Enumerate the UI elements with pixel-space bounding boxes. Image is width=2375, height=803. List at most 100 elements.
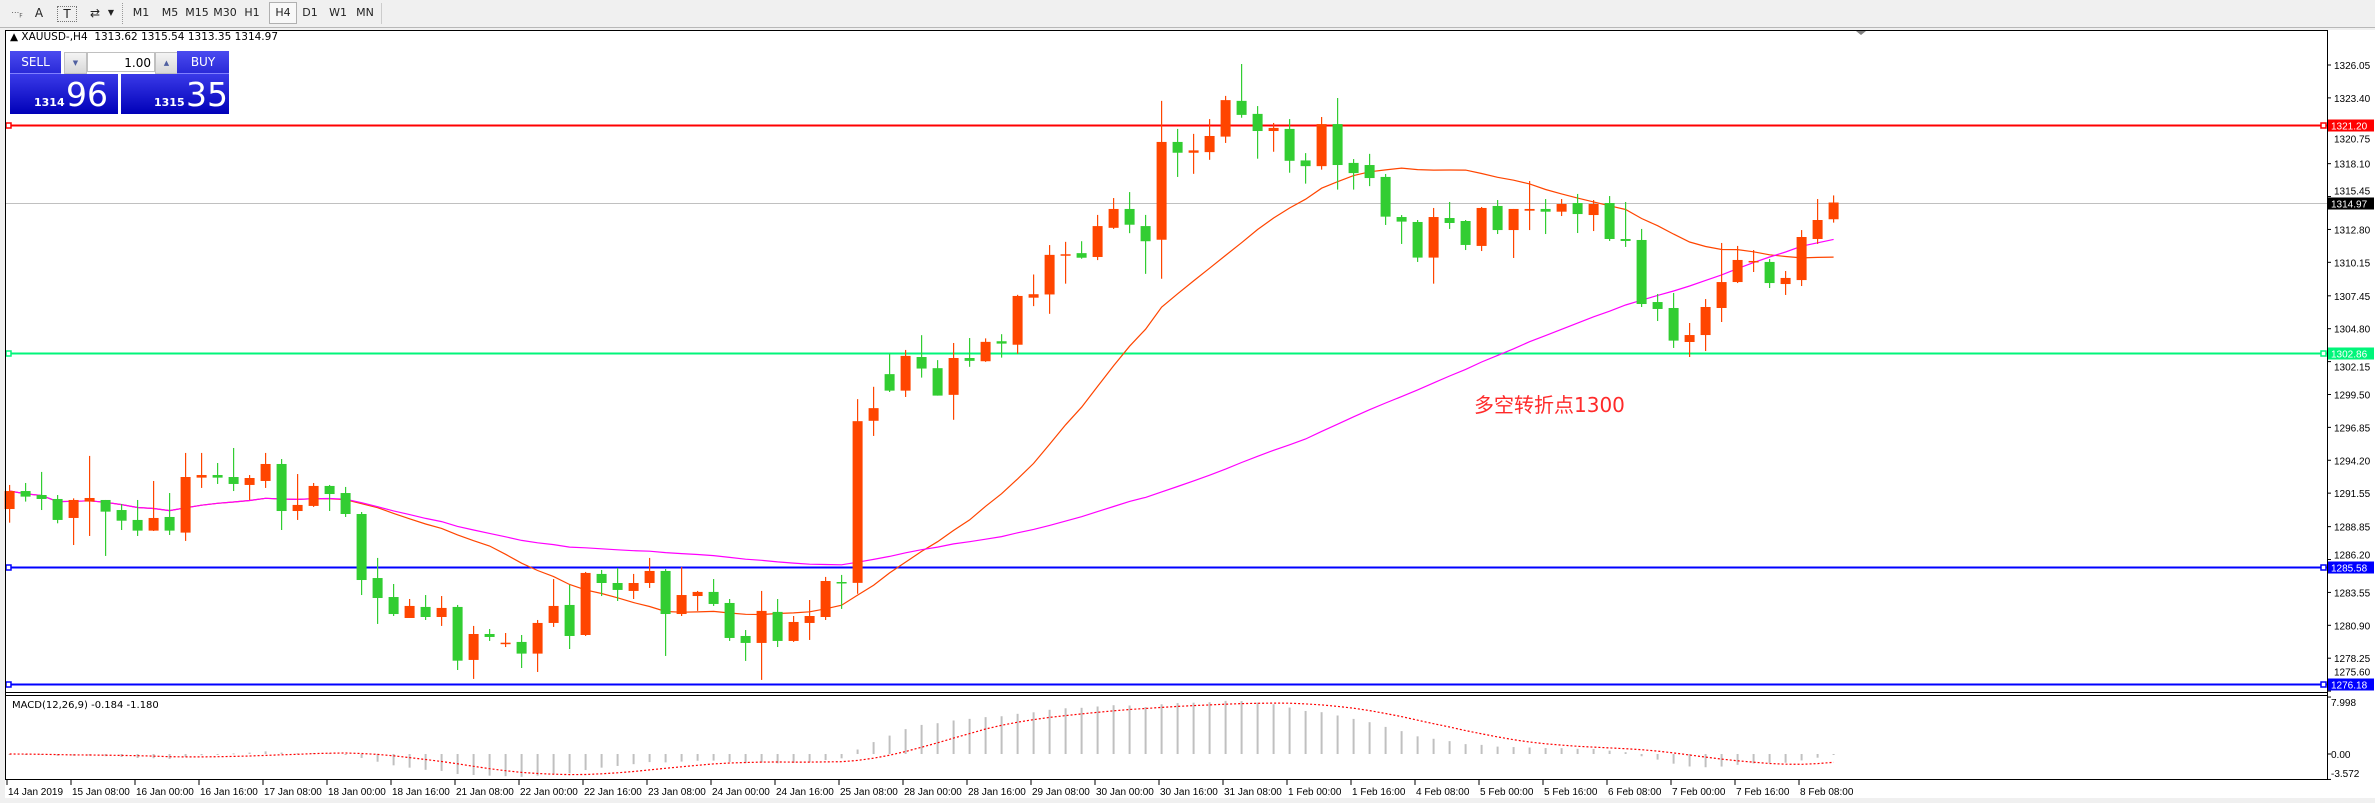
timeframe-d1[interactable]: D1 xyxy=(302,6,318,19)
candle xyxy=(868,386,879,436)
sell-button[interactable]: SELL xyxy=(10,51,61,74)
candle-body xyxy=(644,570,655,583)
lot-size-input[interactable]: 1.00 xyxy=(87,52,155,72)
chart-annotation-text[interactable]: 多空转折点1300 xyxy=(1474,393,1625,417)
timeframe-h1[interactable]: H1 xyxy=(244,6,260,19)
candle xyxy=(788,616,799,642)
candle-body xyxy=(132,519,143,531)
period-grid-icon[interactable]: ⋯F xyxy=(11,8,23,20)
candle-body xyxy=(228,477,239,484)
candle-body xyxy=(1172,141,1183,153)
candle-body xyxy=(1236,100,1247,115)
x-tick-label: 24 Jan 00:00 xyxy=(712,787,770,798)
candle xyxy=(1700,299,1711,352)
candle xyxy=(1076,241,1087,259)
candle-body xyxy=(1524,208,1535,211)
candle xyxy=(1204,119,1215,160)
timeframe-m5[interactable]: M5 xyxy=(161,6,179,19)
line-anchor-handle[interactable] xyxy=(2320,350,2327,357)
candle xyxy=(756,590,767,680)
x-tick-label: 4 Feb 08:00 xyxy=(1416,787,1470,798)
timeframe-w1[interactable]: W1 xyxy=(329,6,347,19)
arrows-icon[interactable]: ⇄ xyxy=(89,6,101,20)
candle xyxy=(1572,193,1583,234)
macd-histogram-bar xyxy=(1064,708,1067,754)
macd-histogram-bar xyxy=(1448,741,1451,754)
candle xyxy=(1828,195,1839,223)
macd-histogram-bar xyxy=(1720,754,1723,767)
macd-histogram-bar xyxy=(584,754,587,771)
toolbar: ⋯F A T ⇄ ▼ M1 M5 M15 M30 H1 H4 D1 W1 MN xyxy=(0,0,2375,28)
line-anchor-handle[interactable] xyxy=(5,681,12,688)
candle xyxy=(1172,128,1183,177)
candle xyxy=(852,399,863,594)
line-anchor-handle[interactable] xyxy=(2320,122,2327,129)
candle xyxy=(548,579,559,627)
candle-body xyxy=(1044,254,1055,295)
candle xyxy=(692,590,703,611)
macd-histogram-bar xyxy=(184,754,187,757)
macd-histogram-bar xyxy=(248,752,251,754)
lot-increase-button[interactable]: ▲ xyxy=(155,52,178,74)
timeframe-m1[interactable]: M1 xyxy=(132,6,150,19)
macd-histogram-bar xyxy=(1816,754,1819,758)
candle-body xyxy=(1492,205,1503,231)
candle-body xyxy=(1460,220,1471,245)
candle-body xyxy=(532,622,543,654)
candle xyxy=(1348,159,1359,190)
candle xyxy=(1636,228,1647,307)
buy-button[interactable]: BUY xyxy=(177,51,229,74)
candle-body xyxy=(452,606,463,661)
macd-histogram-bar xyxy=(1384,726,1387,754)
text-icon[interactable]: A xyxy=(34,6,44,20)
sell-price-button[interactable]: 1314 96 xyxy=(10,74,118,114)
line-anchor-handle[interactable] xyxy=(2320,681,2327,688)
macd-histogram-bar xyxy=(696,754,699,761)
macd-histogram-bar xyxy=(1144,707,1147,754)
macd-histogram-bar xyxy=(1432,738,1435,754)
timeframe-m15[interactable]: M15 xyxy=(185,6,209,19)
text-label-icon[interactable]: T xyxy=(57,6,77,22)
x-tick-label: 17 Jan 08:00 xyxy=(264,787,322,798)
chevron-down-icon[interactable]: ▼ xyxy=(107,8,115,17)
candle-body xyxy=(564,604,575,636)
candle xyxy=(836,574,847,609)
candle xyxy=(1540,199,1551,235)
macd-histogram-bar xyxy=(856,749,859,754)
candle-body xyxy=(244,478,255,485)
line-anchor-handle[interactable] xyxy=(5,350,12,357)
x-tick-label: 8 Feb 08:00 xyxy=(1800,787,1854,798)
line-anchor-handle[interactable] xyxy=(5,564,12,571)
candle-body xyxy=(836,582,847,584)
timeframe-m30[interactable]: M30 xyxy=(213,6,237,19)
buy-price-button[interactable]: 1315 35 xyxy=(121,74,229,114)
price-line-label: 1302.86 xyxy=(2331,350,2368,361)
candle xyxy=(708,579,719,606)
x-tick-label: 18 Jan 00:00 xyxy=(328,787,386,798)
price-line-label-bg xyxy=(2328,678,2374,691)
candle xyxy=(1812,199,1823,244)
macd-histogram-bar xyxy=(1208,702,1211,754)
macd-histogram-bar xyxy=(920,724,923,754)
candle-body xyxy=(1204,135,1215,153)
collapse-triangle-icon[interactable]: ▲ xyxy=(10,31,22,43)
macd-histogram-bar xyxy=(840,754,843,759)
candle xyxy=(1220,95,1231,143)
candle xyxy=(1780,271,1791,295)
chart-shift-marker[interactable] xyxy=(1856,31,1866,35)
timeframe-h4[interactable]: H4 xyxy=(269,2,297,24)
timeframe-mn[interactable]: MN xyxy=(356,6,374,19)
x-tick-label: 16 Jan 00:00 xyxy=(136,787,194,798)
candle xyxy=(292,474,303,520)
macd-histogram-bar xyxy=(1672,754,1675,764)
macd-histogram-bar xyxy=(1160,704,1163,754)
line-anchor-handle[interactable] xyxy=(5,122,12,129)
candle xyxy=(52,495,63,524)
line-anchor-handle[interactable] xyxy=(2320,564,2327,571)
candle xyxy=(1524,181,1535,231)
candle xyxy=(660,568,671,656)
candle-body xyxy=(1748,260,1759,263)
lot-decrease-button[interactable]: ▼ xyxy=(64,52,87,74)
candle xyxy=(916,335,927,378)
